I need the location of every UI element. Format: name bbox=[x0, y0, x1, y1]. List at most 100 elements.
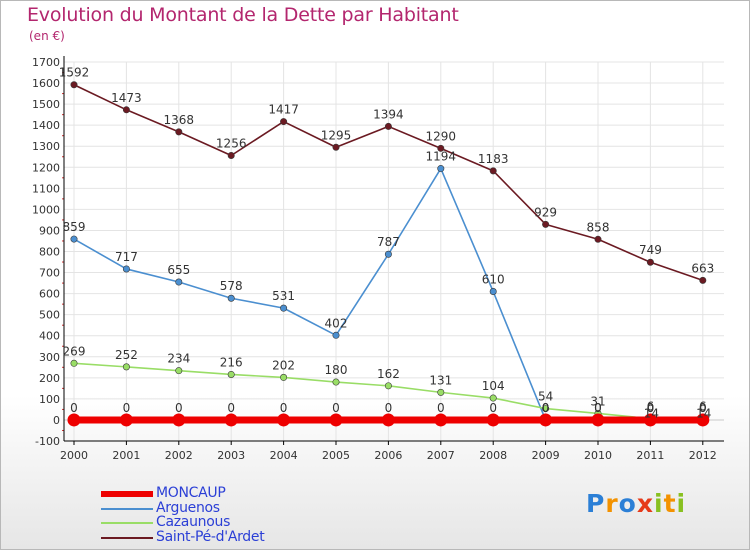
data-label: 1473 bbox=[111, 91, 142, 105]
data-point bbox=[332, 378, 340, 386]
data-point bbox=[280, 373, 288, 381]
data-label: 858 bbox=[587, 220, 610, 234]
data-label: 402 bbox=[325, 316, 348, 330]
data-point bbox=[384, 122, 392, 130]
data-label: 216 bbox=[220, 355, 243, 369]
data-point bbox=[67, 413, 81, 427]
data-point bbox=[434, 413, 448, 427]
x-tick-label: 2007 bbox=[427, 449, 455, 462]
data-label: 0 bbox=[647, 401, 655, 415]
data-label: 1592 bbox=[59, 66, 90, 80]
data-point bbox=[175, 367, 183, 375]
data-point bbox=[280, 118, 288, 126]
y-tick-label: 100 bbox=[39, 393, 60, 406]
data-label: 0 bbox=[594, 401, 602, 415]
legend-swatch bbox=[101, 491, 153, 497]
data-point bbox=[646, 258, 654, 266]
x-tick-label: 2004 bbox=[270, 449, 298, 462]
data-label: 663 bbox=[691, 261, 714, 275]
data-point bbox=[332, 331, 340, 339]
data-label: 929 bbox=[534, 205, 557, 219]
y-tick-label: 800 bbox=[39, 246, 60, 259]
x-tick-label: 2012 bbox=[689, 449, 717, 462]
data-label: 1194 bbox=[426, 150, 457, 164]
data-point bbox=[437, 388, 445, 396]
x-tick-label: 2006 bbox=[374, 449, 402, 462]
data-point bbox=[643, 413, 657, 427]
data-label: 0 bbox=[280, 401, 288, 415]
legend-item: Saint-Pé-d'Ardet bbox=[101, 528, 321, 547]
data-label: 1290 bbox=[426, 129, 457, 143]
y-tick-label: 1500 bbox=[32, 98, 60, 111]
data-label: 0 bbox=[594, 401, 602, 415]
y-tick-label: 900 bbox=[39, 224, 60, 237]
y-tick-label: 1600 bbox=[32, 77, 60, 90]
data-point bbox=[227, 370, 235, 378]
x-tick-label: 2003 bbox=[217, 449, 245, 462]
data-label: 14 bbox=[696, 407, 711, 421]
y-tick-label: 1300 bbox=[32, 140, 60, 153]
legend-swatch bbox=[101, 522, 153, 524]
legend-swatch bbox=[101, 507, 153, 510]
data-label: 269 bbox=[63, 344, 86, 358]
data-point bbox=[175, 278, 183, 286]
data-point bbox=[227, 294, 235, 302]
data-label: 0 bbox=[542, 401, 550, 415]
legend-item: Cazaunous bbox=[101, 514, 321, 532]
data-point bbox=[227, 151, 235, 159]
data-point bbox=[280, 304, 288, 312]
data-point bbox=[70, 81, 78, 89]
data-label: 1368 bbox=[164, 113, 195, 127]
x-tick-label: 2011 bbox=[636, 449, 664, 462]
y-tick-label: 600 bbox=[39, 288, 60, 301]
y-tick-label: 700 bbox=[39, 267, 60, 280]
data-label: 787 bbox=[377, 235, 400, 249]
data-point bbox=[224, 413, 238, 427]
data-label: 859 bbox=[63, 220, 86, 234]
data-label: 0 bbox=[542, 401, 550, 415]
data-point bbox=[489, 394, 497, 402]
chart-subtitle: (en €) bbox=[29, 29, 65, 43]
data-label: 1256 bbox=[216, 136, 247, 150]
data-label: 104 bbox=[482, 379, 505, 393]
data-point bbox=[70, 359, 78, 367]
data-point bbox=[122, 265, 130, 273]
x-tick-label: 2009 bbox=[532, 449, 560, 462]
x-tick-label: 2001 bbox=[112, 449, 140, 462]
data-label: 0 bbox=[699, 401, 707, 415]
data-label: 0 bbox=[437, 401, 445, 415]
data-label: 610 bbox=[482, 273, 505, 287]
data-label: 0 bbox=[699, 401, 707, 415]
data-label: 1183 bbox=[478, 152, 509, 166]
data-point bbox=[332, 143, 340, 151]
x-tick-label: 2002 bbox=[165, 449, 193, 462]
data-point bbox=[437, 144, 445, 152]
y-tick-label: 200 bbox=[39, 372, 60, 385]
data-label: 1394 bbox=[373, 107, 404, 121]
y-tick-label: 500 bbox=[39, 309, 60, 322]
y-tick-label: 1700 bbox=[32, 56, 60, 69]
data-point bbox=[696, 413, 710, 427]
data-point bbox=[384, 382, 392, 390]
data-point bbox=[591, 413, 605, 427]
data-label: 180 bbox=[325, 363, 348, 377]
y-tick-label: 1000 bbox=[32, 203, 60, 216]
data-label: 531 bbox=[272, 289, 295, 303]
x-tick-label: 2010 bbox=[584, 449, 612, 462]
data-point bbox=[594, 235, 602, 243]
data-point bbox=[437, 165, 445, 173]
proxiti-logo: Proxiti bbox=[586, 489, 687, 518]
y-tick-label: 1200 bbox=[32, 161, 60, 174]
data-label: 1295 bbox=[321, 128, 352, 142]
data-point bbox=[381, 413, 395, 427]
data-point bbox=[486, 413, 500, 427]
legend-label: Saint-Pé-d'Ardet bbox=[156, 528, 265, 545]
data-label: 252 bbox=[115, 348, 138, 362]
data-label: 655 bbox=[167, 263, 190, 277]
data-point bbox=[70, 235, 78, 243]
data-label: 31 bbox=[590, 394, 605, 408]
y-tick-label: 300 bbox=[39, 351, 60, 364]
data-label: 749 bbox=[639, 243, 662, 257]
data-point bbox=[175, 128, 183, 136]
